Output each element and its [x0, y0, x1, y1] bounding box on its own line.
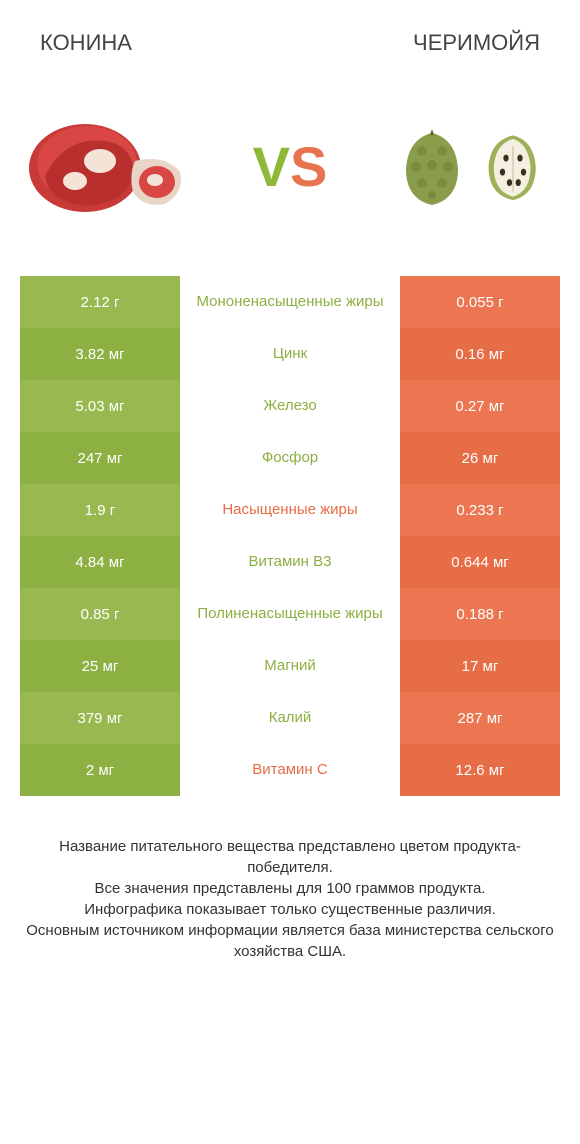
footer-line-2: Все значения представлены для 100 граммо… — [20, 878, 560, 899]
vs-s-letter: S — [290, 135, 327, 198]
nutrient-name: Витамин C — [180, 744, 400, 796]
nutrient-name: Мононенасыщенные жиры — [180, 276, 400, 328]
cherimoya-whole-icon — [392, 121, 472, 211]
images-row: VS — [0, 76, 580, 276]
table-row: 25 мгМагний17 мг — [20, 640, 560, 692]
right-product-title: ЧЕРИМОЙЯ — [413, 30, 540, 56]
nutrient-right-value: 0.27 мг — [400, 380, 560, 432]
nutrient-right-value: 0.16 мг — [400, 328, 560, 380]
table-row: 5.03 мгЖелезо0.27 мг — [20, 380, 560, 432]
footer-line-1: Название питательного вещества представл… — [20, 836, 560, 878]
right-product-image — [380, 96, 560, 236]
nutrient-left-value: 2.12 г — [20, 276, 180, 328]
footer-notes: Название питательного вещества представл… — [0, 796, 580, 962]
nutrient-right-value: 287 мг — [400, 692, 560, 744]
table-row: 3.82 мгЦинк0.16 мг — [20, 328, 560, 380]
nutrient-left-value: 0.85 г — [20, 588, 180, 640]
nutrient-left-value: 4.84 мг — [20, 536, 180, 588]
meat-icon — [25, 106, 195, 226]
nutrient-name: Насыщенные жиры — [180, 484, 400, 536]
nutrient-left-value: 25 мг — [20, 640, 180, 692]
nutrient-name: Железо — [180, 380, 400, 432]
table-row: 4.84 мгВитамин B30.644 мг — [20, 536, 560, 588]
table-row: 2 мгВитамин C12.6 мг — [20, 744, 560, 796]
nutrient-right-value: 12.6 мг — [400, 744, 560, 796]
left-product-image — [20, 96, 200, 236]
nutrient-name: Калий — [180, 692, 400, 744]
nutrient-name: Полиненасыщенные жиры — [180, 588, 400, 640]
nutrient-name: Магний — [180, 640, 400, 692]
footer-line-3: Инфографика показывает только существенн… — [20, 899, 560, 920]
left-product-title: КОНИНА — [40, 30, 132, 56]
nutrient-right-value: 26 мг — [400, 432, 560, 484]
cherimoya-half-icon — [478, 121, 548, 211]
nutrient-right-value: 0.188 г — [400, 588, 560, 640]
nutrient-comparison-table: 2.12 гМононенасыщенные жиры0.055 г3.82 м… — [0, 276, 580, 796]
nutrient-right-value: 17 мг — [400, 640, 560, 692]
nutrient-left-value: 247 мг — [20, 432, 180, 484]
table-row: 379 мгКалий287 мг — [20, 692, 560, 744]
table-row: 0.85 гПолиненасыщенные жиры0.188 г — [20, 588, 560, 640]
vs-label: VS — [253, 134, 328, 199]
table-row: 2.12 гМононенасыщенные жиры0.055 г — [20, 276, 560, 328]
nutrient-name: Витамин B3 — [180, 536, 400, 588]
nutrient-right-value: 0.644 мг — [400, 536, 560, 588]
table-row: 1.9 гНасыщенные жиры0.233 г — [20, 484, 560, 536]
nutrient-right-value: 0.055 г — [400, 276, 560, 328]
footer-line-4: Основным источником информации является … — [20, 920, 560, 962]
nutrient-name: Цинк — [180, 328, 400, 380]
nutrient-left-value: 3.82 мг — [20, 328, 180, 380]
nutrient-left-value: 1.9 г — [20, 484, 180, 536]
nutrient-left-value: 379 мг — [20, 692, 180, 744]
nutrient-right-value: 0.233 г — [400, 484, 560, 536]
comparison-header: КОНИНА ЧЕРИМОЙЯ — [0, 0, 580, 76]
nutrient-name: Фосфор — [180, 432, 400, 484]
nutrient-left-value: 2 мг — [20, 744, 180, 796]
nutrient-left-value: 5.03 мг — [20, 380, 180, 432]
table-row: 247 мгФосфор26 мг — [20, 432, 560, 484]
vs-v-letter: V — [253, 135, 290, 198]
